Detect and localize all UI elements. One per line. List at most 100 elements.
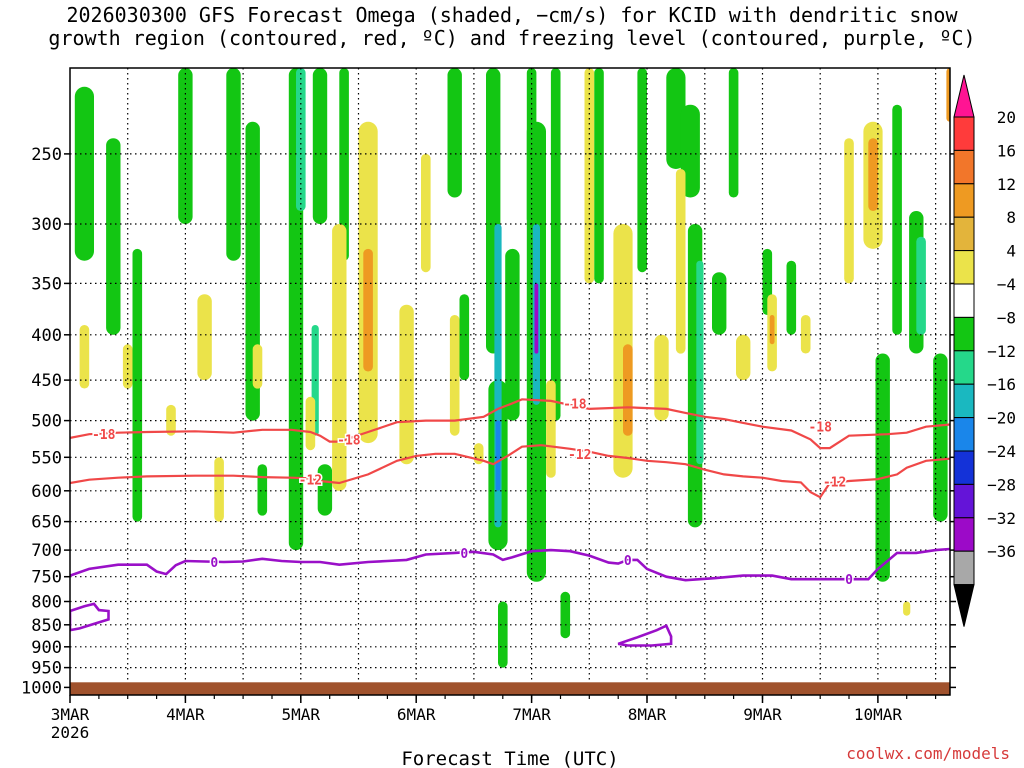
omega-region [132,248,143,522]
omega-region [459,294,470,381]
y-tick-label: 900 [31,638,62,658]
y-tick-label: 650 [31,513,62,533]
y-tick-label: 500 [31,412,62,432]
colorbar-label: −24 [987,442,1016,461]
omega-region [257,464,268,516]
omega-region [226,68,241,261]
y-tick-label: 850 [31,616,62,636]
omega-region [696,260,704,465]
title-line-1: 2026030300 GFS Forecast Omega (shaded, −… [66,3,958,27]
y-tick-label: 400 [31,326,62,346]
y-tick-label: 1000 [21,678,62,698]
contour-label: 0 [460,547,468,562]
colorbar-swatch [953,417,975,452]
x-tick-sublabel: 2026 [51,723,90,742]
omega-region [178,68,193,224]
contour-line-closed [70,602,110,632]
omega-region [584,68,595,284]
omega-region [339,68,349,261]
colorbar-label: −12 [987,342,1016,361]
contour-line [70,398,950,450]
omega-region [399,304,414,465]
omega-region [637,68,647,273]
colorbar-label: −4 [997,275,1016,294]
colorbar-swatch [953,517,975,552]
x-tick-label: 4MAR [166,705,205,724]
omega-region [844,138,854,284]
contour-label-layer: -18 -18 -18 -18 -12 -12 -12 0 0 0 0 [90,396,854,590]
colorbar-top-arrow [953,74,975,118]
omega-region [868,138,878,211]
colorbar-label: 8 [1006,208,1016,227]
x-tick-label: 9MAR [743,705,782,724]
x-axis-label: Forecast Time (UTC) [401,748,618,768]
y-tick-label: 750 [31,568,62,588]
colorbar-swatch [953,550,975,586]
ground-layer [70,682,950,695]
colorbar-bottom-arrow [953,584,975,627]
y-tick-label: 950 [31,659,62,679]
omega-region [786,260,797,335]
y-tick-label: 250 [31,145,62,165]
colorbar-label: 16 [997,141,1016,160]
contour-label: -12 [823,476,846,491]
y-tick-label: 350 [31,274,62,294]
omega-region [74,86,94,261]
omega-region [363,248,373,372]
colorbar-swatch [953,183,975,218]
y-tick-label: 300 [31,215,62,235]
colorbar-swatch [953,350,975,385]
contour-label: -18 [92,428,116,443]
colorbar-label: −8 [997,308,1016,327]
contour-label: -12 [299,474,322,489]
omega-region [654,334,669,421]
omega-region [79,325,90,389]
omega-region [305,396,316,451]
omega-region [594,68,604,284]
colorbar-swatch [953,316,975,352]
omega-region [933,353,948,522]
y-tick-label: 600 [31,482,62,502]
x-tick-label: 10MAR [854,705,903,724]
colorbar-swatch [953,216,975,252]
omega-shading-layer [74,68,950,668]
omega-region [916,236,926,335]
omega-region [903,601,911,616]
colorbar-swatch [953,116,975,151]
y-tick-label: 700 [31,541,62,561]
colorbar: 20 16 12 8 4 −4 −8 −12 −16 −20 −24 −28 −32 −36 [953,74,1016,627]
y-tick-label: 800 [31,593,62,613]
colorbar-label: −20 [987,409,1016,428]
x-tick-label: 7MAR [512,705,551,724]
colorbar-swatch [953,450,975,485]
omega-region [546,380,556,478]
chart-title: 2026030300 GFS Forecast Omega (shaded, −… [0,4,1024,50]
colorbar-label: −32 [987,509,1016,528]
colorbar-swatch [953,283,975,318]
contour-label: -18 [337,433,361,448]
omega-region [769,315,775,345]
x-tick-label: 5MAR [282,705,321,724]
contour-layer [70,398,950,647]
omega-region [122,344,133,389]
omega-region [728,68,739,198]
omega-region [736,334,751,381]
colorbar-swatch [953,383,975,419]
contour-label: -12 [568,448,591,463]
omega-region [623,344,633,436]
omega-region [449,315,460,436]
omega-region [946,68,950,122]
y-axis: 2503003504004505005506006507007508008509… [21,145,956,698]
omega-region [317,464,333,516]
contour-line [70,444,950,499]
omega-region [252,344,263,389]
credit-text: coolwx.com/models [846,744,1010,763]
omega-region [712,272,727,335]
grid-layer [70,68,950,695]
contour-label: 0 [845,573,853,588]
y-tick-label: 450 [31,371,62,391]
omega-region [106,138,121,335]
omega-region [197,294,212,381]
